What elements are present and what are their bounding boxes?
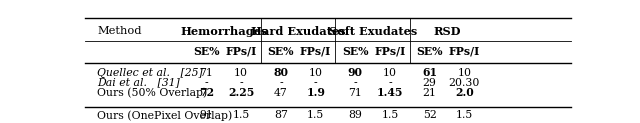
Text: 1.5: 1.5: [456, 110, 473, 120]
Text: FPs/I: FPs/I: [300, 46, 332, 57]
Text: 80: 80: [273, 67, 289, 78]
Text: 10: 10: [308, 68, 323, 78]
Text: -: -: [353, 78, 357, 88]
Text: 1.5: 1.5: [381, 110, 399, 120]
Text: -: -: [388, 78, 392, 88]
Text: 2.0: 2.0: [455, 87, 474, 98]
Text: 29: 29: [423, 78, 436, 88]
Text: Hemorrhages: Hemorrhages: [180, 26, 268, 37]
Text: -: -: [314, 78, 317, 88]
Text: 87: 87: [274, 110, 288, 120]
Text: 10: 10: [234, 68, 248, 78]
Text: FPs/I: FPs/I: [225, 46, 257, 57]
Text: -: -: [205, 78, 208, 88]
Text: 71: 71: [200, 68, 213, 78]
Text: 89: 89: [348, 110, 362, 120]
Text: Quellec et al.   [25]: Quellec et al. [25]: [97, 68, 203, 78]
Text: FPs/I: FPs/I: [449, 46, 480, 57]
Text: -: -: [239, 78, 243, 88]
Text: SE%: SE%: [193, 46, 220, 57]
Text: 61: 61: [422, 67, 437, 78]
Text: 91: 91: [200, 110, 213, 120]
Text: RSD: RSD: [433, 26, 461, 37]
Text: 71: 71: [348, 88, 362, 98]
Text: 2.25: 2.25: [228, 87, 254, 98]
Text: Ours (50% Overlap): Ours (50% Overlap): [97, 87, 207, 98]
Text: 90: 90: [348, 67, 363, 78]
Text: 1.5: 1.5: [307, 110, 324, 120]
Text: 20.30: 20.30: [449, 78, 480, 88]
Text: Dai et al.   [31]: Dai et al. [31]: [97, 78, 180, 88]
Text: 1.45: 1.45: [377, 87, 403, 98]
Text: SE%: SE%: [342, 46, 369, 57]
Text: Soft Exudates: Soft Exudates: [328, 26, 417, 37]
Text: Ours (OnePixel Overlap): Ours (OnePixel Overlap): [97, 110, 232, 121]
Text: 1.5: 1.5: [232, 110, 250, 120]
Text: 1.9: 1.9: [306, 87, 325, 98]
Text: 10: 10: [383, 68, 397, 78]
Text: Method: Method: [97, 26, 142, 36]
Text: 21: 21: [422, 88, 436, 98]
Text: -: -: [279, 78, 283, 88]
Text: 72: 72: [199, 87, 214, 98]
Text: SE%: SE%: [417, 46, 443, 57]
Text: FPs/I: FPs/I: [374, 46, 406, 57]
Text: SE%: SE%: [268, 46, 294, 57]
Text: Hard Exudates: Hard Exudates: [251, 26, 346, 37]
Text: 10: 10: [458, 68, 472, 78]
Text: 47: 47: [274, 88, 288, 98]
Text: 52: 52: [423, 110, 436, 120]
